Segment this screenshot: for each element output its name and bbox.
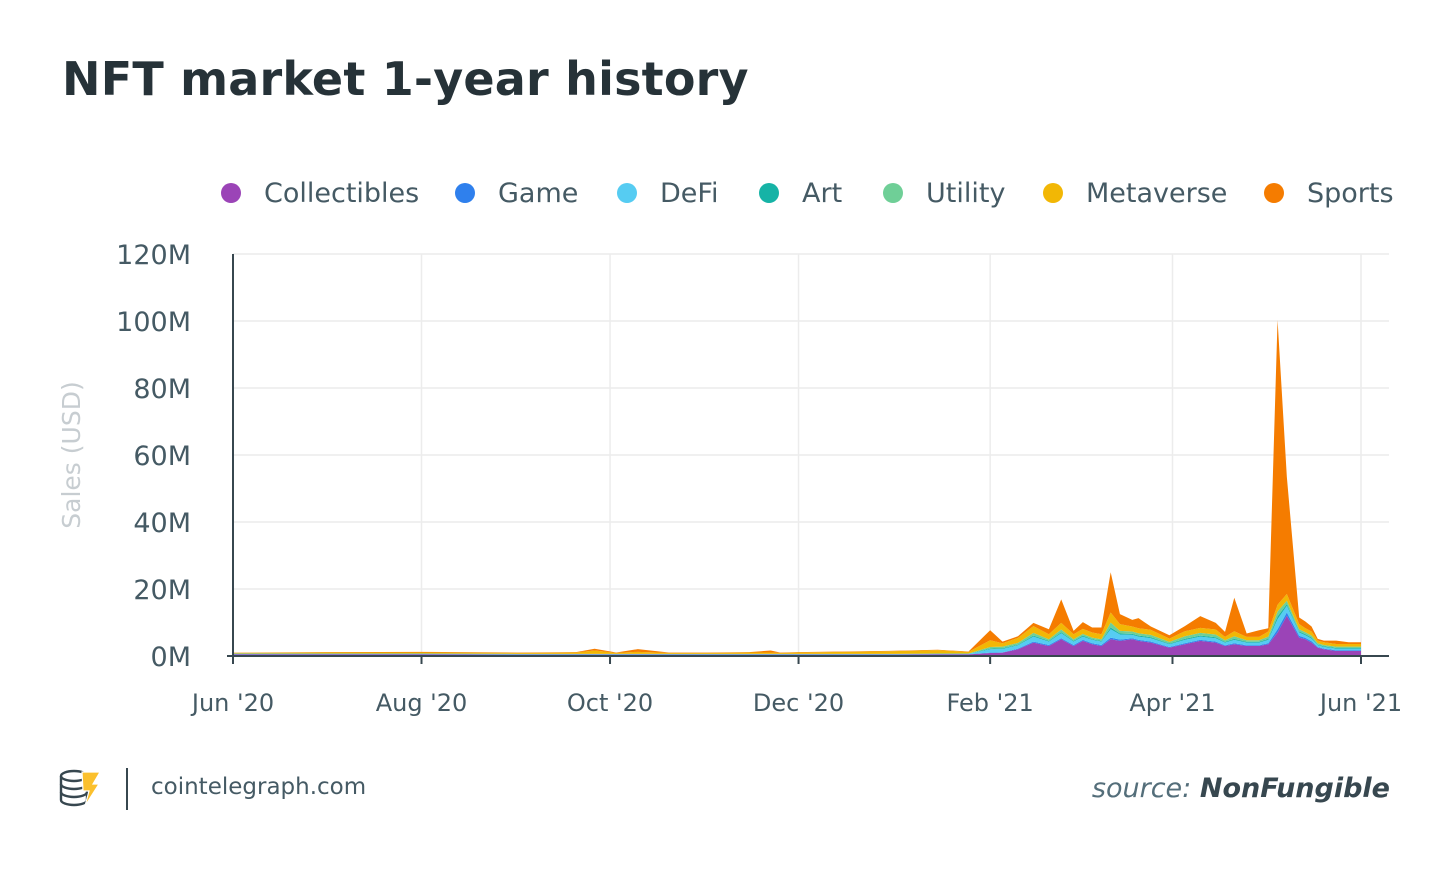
legend-label-utility: Utility xyxy=(926,177,1006,209)
legend-item-metaverse[interactable]: Metaverse xyxy=(1043,176,1227,210)
y-tick-label: 100M xyxy=(116,307,191,338)
legend-item-art[interactable]: Art xyxy=(759,176,842,210)
x-tick-label: Dec '20 xyxy=(753,689,844,717)
legend-label-game: Game xyxy=(498,177,579,209)
source-prefix: source: xyxy=(1091,773,1192,804)
chart-legend: Collectibles Game DeFi Art Utility Metav… xyxy=(221,176,1394,210)
legend-item-collectibles[interactable]: Collectibles xyxy=(221,176,419,210)
legend-swatch-defi xyxy=(617,183,637,203)
legend-swatch-metaverse xyxy=(1043,183,1063,203)
legend-swatch-sports xyxy=(1264,183,1284,203)
legend-item-defi[interactable]: DeFi xyxy=(617,176,718,210)
legend-label-collectibles: Collectibles xyxy=(264,177,420,209)
page-title: NFT market 1-year history xyxy=(62,52,749,106)
legend-label-sports: Sports xyxy=(1307,177,1394,209)
footer-divider xyxy=(126,768,128,810)
area-chart: 0M 20M 40M 60M 80M 100M 120M Jun '20 Aug '20 Oct … xyxy=(57,240,1402,717)
footer-source: source: NonFungible xyxy=(1092,773,1390,804)
legend-label-metaverse: Metaverse xyxy=(1086,177,1228,209)
legend-label-art: Art xyxy=(802,177,843,209)
legend-swatch-collectibles xyxy=(221,183,241,203)
legend-item-utility[interactable]: Utility xyxy=(883,176,1005,210)
y-tick-label: 0M xyxy=(151,642,191,673)
legend-swatch-art xyxy=(759,183,779,203)
y-axis-label: Sales (USD) xyxy=(57,381,86,528)
x-tick-label: Feb '21 xyxy=(947,689,1034,717)
x-tick-label: Jun '20 xyxy=(190,689,274,717)
legend-label-defi: DeFi xyxy=(660,177,719,209)
y-tick-label: 60M xyxy=(133,441,191,472)
legend-item-sports[interactable]: Sports xyxy=(1264,176,1394,210)
source-name: NonFungible xyxy=(1199,773,1390,804)
x-tick-label: Jun '21 xyxy=(1318,689,1402,717)
x-tick-label: Oct '20 xyxy=(567,689,653,717)
area-series-sports xyxy=(233,319,1361,653)
y-tick-label: 20M xyxy=(133,575,191,606)
area-series-collectibles xyxy=(233,615,1361,656)
cointelegraph-logo-icon xyxy=(59,769,102,807)
y-tick-label: 80M xyxy=(133,374,191,405)
legend-swatch-utility xyxy=(883,183,903,203)
y-tick-label: 40M xyxy=(133,508,191,539)
x-tick-label: Aug '20 xyxy=(376,689,468,717)
y-tick-label: 120M xyxy=(116,240,191,271)
x-tick-label: Apr '21 xyxy=(1129,689,1215,717)
legend-swatch-game xyxy=(455,183,475,203)
legend-item-game[interactable]: Game xyxy=(455,176,578,210)
footer-site-link[interactable]: cointelegraph.com xyxy=(151,774,367,800)
